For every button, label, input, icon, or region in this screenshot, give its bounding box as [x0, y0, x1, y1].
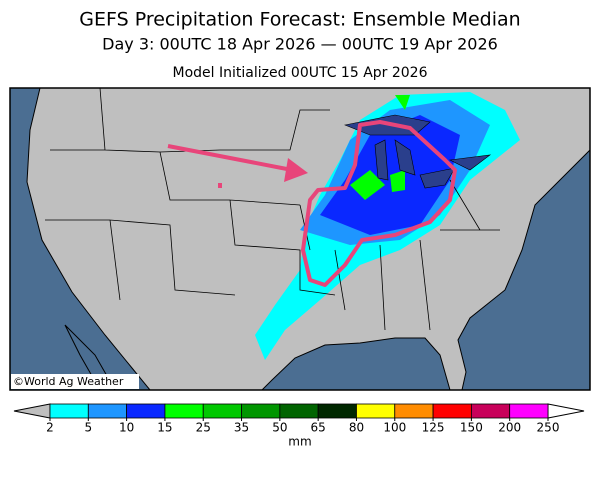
color-cell [317, 403, 357, 419]
tick-label: 100 [383, 421, 406, 435]
arrow-head [284, 158, 308, 182]
tick-label: 50 [272, 421, 287, 435]
init: Model Initialized 00UTC 15 Apr 2026 [173, 65, 428, 81]
unit: mm [288, 435, 311, 449]
title: GEFS Precipitation Forecast: Ensemble Me… [79, 9, 520, 31]
color-cell [356, 403, 396, 419]
period: Day 3: 00UTC 18 Apr 2026 — 00UTC 19 Apr … [102, 35, 498, 54]
map: ©World Ag Weather [9, 87, 591, 391]
tick-label: 5 [84, 421, 92, 435]
color-cell [394, 403, 434, 419]
tick-label: 2 [46, 421, 54, 435]
tick-label: 10 [119, 421, 134, 435]
highlight-outline [301, 120, 457, 287]
under-triangle [13, 403, 51, 419]
credit: ©World Ag Weather [13, 375, 124, 388]
over-triangle [547, 403, 585, 419]
tick-label: 65 [311, 421, 326, 435]
tick-label: 15 [157, 421, 172, 435]
marker [218, 183, 222, 188]
tick-label: 200 [498, 421, 521, 435]
map-body [10, 88, 590, 390]
tick-label: 25 [196, 421, 211, 435]
credit-box [11, 374, 139, 389]
color-cell [432, 403, 472, 419]
gulf-of-california [64, 324, 116, 390]
color-cell [241, 403, 281, 419]
color-cell [509, 403, 549, 419]
color-cell [279, 403, 319, 419]
color-cell [202, 403, 242, 419]
color-cell [126, 403, 166, 419]
tick-label: 150 [460, 421, 483, 435]
color-cell [87, 403, 128, 419]
tick-label: 80 [349, 421, 364, 435]
color-cell [470, 403, 511, 419]
tick-label: 250 [537, 421, 560, 435]
precip-green [350, 95, 410, 200]
map-frame [9, 87, 591, 391]
color-cell [49, 403, 89, 419]
tick-label: 35 [234, 421, 249, 435]
colorbar: 2 5 10 15 25 35 50 65 80 100 125 150 200 250 [13, 403, 585, 435]
tick-label: 125 [422, 421, 445, 435]
arrow-shaft [167, 144, 293, 172]
color-cell [164, 403, 204, 419]
